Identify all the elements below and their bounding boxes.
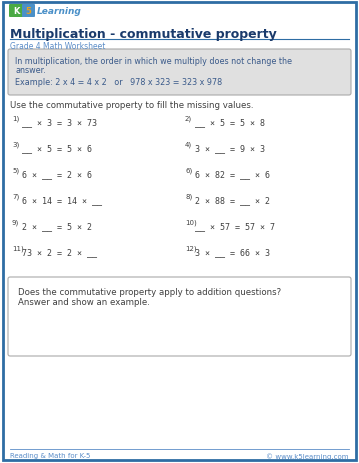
FancyBboxPatch shape — [9, 5, 24, 18]
Text: 11): 11) — [12, 245, 24, 252]
FancyBboxPatch shape — [8, 50, 351, 96]
Text: Multiplication - commutative property: Multiplication - commutative property — [10, 28, 277, 41]
Text: 4): 4) — [185, 142, 192, 148]
Text: 1): 1) — [12, 116, 19, 122]
Text: 2): 2) — [185, 116, 192, 122]
Text: 73 × 2 = 2 × __: 73 × 2 = 2 × __ — [22, 247, 97, 257]
Text: Answer and show an example.: Answer and show an example. — [18, 297, 150, 307]
FancyBboxPatch shape — [3, 3, 356, 460]
FancyBboxPatch shape — [22, 5, 35, 18]
Text: 6 × 82 = __ × 6: 6 × 82 = __ × 6 — [195, 169, 270, 179]
Text: Learning: Learning — [37, 7, 82, 16]
FancyBboxPatch shape — [8, 277, 351, 356]
Text: 3 × __ = 66 × 3: 3 × __ = 66 × 3 — [195, 247, 270, 257]
Text: 6): 6) — [185, 168, 192, 174]
Text: Grade 4 Math Worksheet: Grade 4 Math Worksheet — [10, 42, 106, 51]
Text: __ × 5 = 5 × 8: __ × 5 = 5 × 8 — [195, 118, 265, 127]
Text: 3 × __ = 9 × 3: 3 × __ = 9 × 3 — [195, 144, 265, 153]
Text: 2 × 88 = __ × 2: 2 × 88 = __ × 2 — [195, 195, 270, 205]
Text: __ × 5 = 5 × 6: __ × 5 = 5 × 6 — [22, 144, 92, 153]
Text: 6 × __ = 2 × 6: 6 × __ = 2 × 6 — [22, 169, 92, 179]
Text: 9): 9) — [12, 219, 19, 226]
Text: Reading & Math for K-5: Reading & Math for K-5 — [10, 452, 90, 458]
Text: 5: 5 — [25, 7, 32, 16]
Text: K: K — [13, 7, 20, 16]
Text: 10): 10) — [185, 219, 197, 226]
Text: 2 × __ = 5 × 2: 2 × __ = 5 × 2 — [22, 221, 92, 231]
Text: 5): 5) — [12, 168, 19, 174]
Text: Does the commutative property apply to addition questions?: Does the commutative property apply to a… — [18, 288, 281, 296]
Text: 8): 8) — [185, 194, 192, 200]
Text: © www.k5learning.com: © www.k5learning.com — [266, 452, 349, 459]
Text: __ × 57 = 57 × 7: __ × 57 = 57 × 7 — [195, 221, 275, 231]
Text: answer.: answer. — [15, 66, 46, 75]
Text: In multiplication, the order in which we multiply does not change the: In multiplication, the order in which we… — [15, 57, 292, 66]
Text: 6 × 14 = 14 × __: 6 × 14 = 14 × __ — [22, 195, 102, 205]
Text: Use the commutative property to fill the missing values.: Use the commutative property to fill the… — [10, 101, 253, 110]
Text: 7): 7) — [12, 194, 19, 200]
Text: Example: 2 x 4 = 4 x 2   or   978 x 323 = 323 x 978: Example: 2 x 4 = 4 x 2 or 978 x 323 = 32… — [15, 78, 222, 87]
Text: 3): 3) — [12, 142, 19, 148]
Text: __ × 3 = 3 × 73: __ × 3 = 3 × 73 — [22, 118, 97, 127]
Text: 12): 12) — [185, 245, 197, 252]
